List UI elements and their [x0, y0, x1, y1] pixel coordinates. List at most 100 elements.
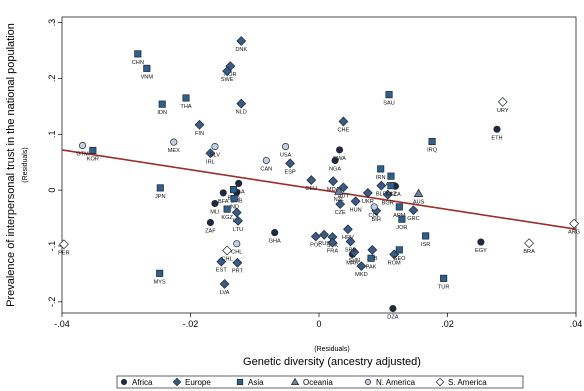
legend-marker [120, 378, 128, 386]
point-label: HRV [342, 235, 354, 241]
fit-line-layer [61, 149, 577, 231]
y-axis-subtitle: (Residuals) [22, 147, 29, 182]
data-point [229, 186, 238, 194]
data-point [223, 205, 231, 213]
legend-label: Oceania [303, 378, 333, 387]
legend-label: S. America [448, 378, 487, 387]
data-point [497, 96, 508, 107]
point-label: PAK [366, 264, 377, 270]
data-point [271, 229, 279, 237]
data-point [398, 215, 406, 223]
data-point [235, 179, 243, 187]
point-label: IND [229, 205, 239, 211]
data-point [282, 143, 290, 151]
data-point [205, 148, 216, 159]
point-label: SVN [349, 258, 361, 264]
point-label: CZE [335, 210, 346, 216]
data-point [211, 143, 219, 151]
point-label: IDN [157, 110, 167, 116]
legend-label: N. America [376, 378, 416, 387]
data-point [285, 158, 295, 169]
data-point [232, 257, 243, 268]
data-point [493, 125, 501, 133]
point-label: IRN [376, 175, 386, 181]
data-point [156, 269, 164, 277]
data-point [216, 256, 227, 267]
data-point [387, 182, 395, 190]
point-label: GTM [76, 151, 89, 157]
legend-label: Africa [132, 378, 153, 387]
data-point [206, 218, 214, 227]
data-point [367, 244, 378, 255]
point-label: MLI [210, 210, 220, 216]
axes-layer: -.04 -.02 0 .02 .04 -.2 -.1 0 .1 .2 .3 [47, 19, 582, 329]
point-label: GHA [269, 239, 281, 245]
data-point [231, 207, 242, 218]
data-point [349, 247, 360, 258]
point-label: RUS [318, 241, 330, 247]
legend: Africa Europe Asia Oceania N. America S. Amer… [120, 377, 487, 387]
data-point [334, 186, 344, 195]
point-label: DEU [305, 186, 317, 192]
point-label: VNM [141, 74, 154, 80]
data-point [395, 203, 403, 211]
y-tick-label: .3 [47, 19, 57, 27]
data-point [158, 100, 166, 108]
data-point [370, 203, 378, 211]
point-label: POL [310, 242, 321, 248]
point-label: SWE [221, 77, 234, 83]
y-axis-title: Prevalence of interpersonal trust in the… [5, 23, 17, 307]
data-point [385, 91, 393, 99]
point-label: MYS [154, 279, 166, 285]
point-label: UGA [233, 189, 245, 195]
data-point [376, 180, 387, 191]
point-label: NGA [329, 167, 341, 173]
data-point [336, 146, 344, 154]
point-label: THA [180, 104, 191, 110]
data-point [331, 156, 339, 165]
point-label: NLD [236, 110, 247, 116]
data-point [395, 246, 403, 254]
data-point [230, 194, 238, 203]
point-label: ETH [491, 135, 502, 141]
data-point [236, 98, 247, 109]
data-point [338, 116, 349, 127]
point-label: AUT [338, 193, 350, 199]
point-label: COL [368, 213, 380, 219]
y-tick-label: -.2 [47, 297, 57, 308]
point-label: CAN [260, 167, 272, 173]
data-point [59, 239, 69, 250]
data-point [343, 224, 353, 235]
point-label: KOR [87, 156, 99, 162]
x-tick-label: .04 [570, 319, 583, 329]
data-point [408, 205, 419, 216]
data-point [143, 64, 151, 72]
point-label: URY [497, 108, 509, 114]
data-point [156, 184, 164, 192]
data-point [524, 238, 534, 249]
point-label: PER [58, 250, 70, 256]
point-label: JOR [396, 225, 407, 231]
legend-marker [364, 378, 372, 386]
data-point [219, 189, 227, 197]
x-tick-label: 0 [316, 319, 321, 329]
point-label: NOR [224, 72, 236, 78]
point-label: PRT [232, 269, 244, 275]
point-label: CHN [132, 60, 144, 66]
fit-line [61, 149, 577, 231]
data-point [327, 237, 338, 248]
point-label: HUN [350, 207, 362, 213]
data-point [319, 229, 330, 240]
point-label: EST [216, 268, 227, 274]
point-label: EGY [475, 248, 487, 254]
data-point [222, 66, 233, 77]
data-point [440, 274, 448, 282]
point-label: TZA [390, 192, 401, 198]
point-label: SLV [210, 153, 220, 159]
point-label: CHE [338, 127, 350, 133]
data-point [377, 165, 385, 173]
data-point [413, 188, 424, 197]
data-point [428, 137, 436, 146]
x-axis-subtitle: (Residuals) [314, 346, 349, 353]
y-tick-label: .2 [47, 75, 57, 83]
